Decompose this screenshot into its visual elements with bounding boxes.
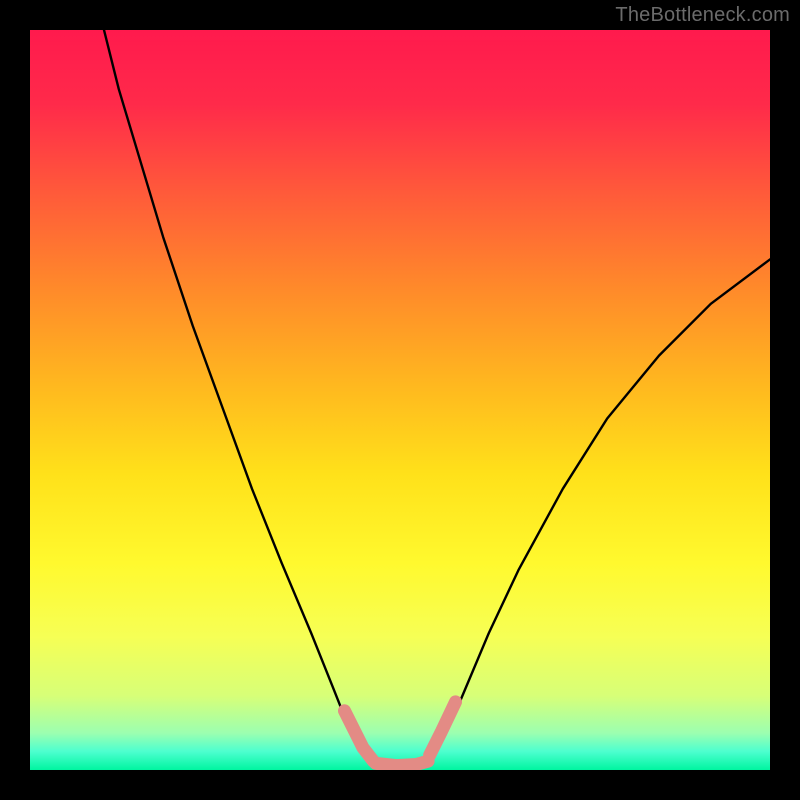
watermark-text: TheBottleneck.com [615,4,790,27]
highlight-marker-segment [376,761,429,765]
chart-canvas: TheBottleneck.com [0,0,800,800]
bottleneck-curve-plot [30,30,770,770]
plot-background [30,30,770,770]
